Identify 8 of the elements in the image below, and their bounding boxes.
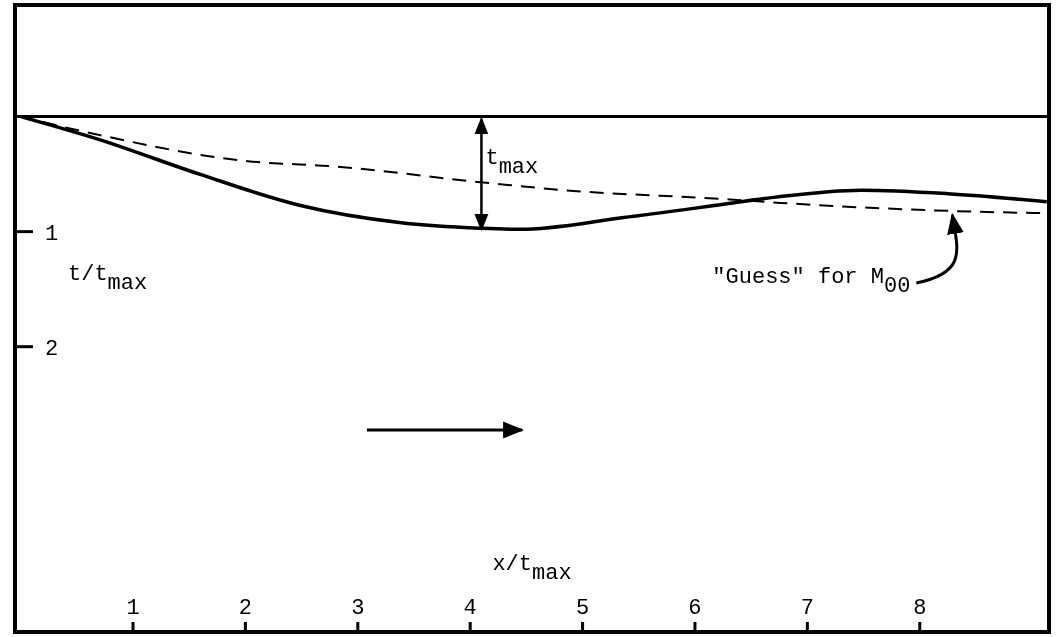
x-tick-label: 7 <box>800 596 814 621</box>
x-tick-label: 6 <box>688 596 702 621</box>
x-tick-label: 3 <box>351 596 365 621</box>
x-tick-label: 1 <box>126 596 140 621</box>
x-tick-label: 2 <box>238 596 252 621</box>
x-tick-label: 5 <box>575 596 590 621</box>
x-tick-label: 8 <box>913 596 927 621</box>
x-tick-label: 4 <box>463 596 477 621</box>
